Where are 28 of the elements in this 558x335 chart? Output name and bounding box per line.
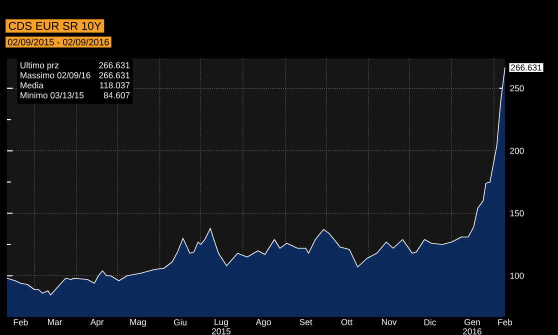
annotation: 266.631 <box>511 64 542 71</box>
annotation: 266.631 <box>99 62 130 68</box>
x-tick-label: Set <box>300 319 312 326</box>
x-tick-label: Giu <box>174 319 186 326</box>
x-tick-label: Lug 2015 <box>212 319 230 334</box>
y-tick-label: 250 <box>510 85 524 92</box>
annotation: Ultimo prz <box>20 62 58 70</box>
annotation: 84.607 <box>104 92 130 98</box>
annotation: Minimo 03/13/15 <box>20 92 84 98</box>
x-tick-label: Dic <box>424 319 436 326</box>
x-tick-label: Feb <box>498 319 512 326</box>
annotation: Media <box>20 82 44 88</box>
annotation: Massimo 02/09/16 <box>20 72 90 78</box>
x-tick-label: Mag <box>130 319 146 327</box>
chart-subtitle: 02/09/2015 - 02/09/2016 <box>8 38 109 46</box>
x-tick-label: Gen 2016 <box>463 319 482 334</box>
y-tick-label: 200 <box>510 148 524 154</box>
annotation: 266.631 <box>99 72 130 78</box>
x-tick-label: Apr <box>90 319 104 327</box>
x-tick-label: Ago <box>256 319 271 327</box>
x-tick-label: Ott <box>341 319 352 326</box>
chart-title: CDS EUR SR 10Y <box>8 22 102 30</box>
annotation: 118.037 <box>100 82 130 88</box>
x-tick-label: Nov <box>382 319 397 326</box>
x-tick-label: Mar <box>48 319 62 326</box>
y-tick-label: 100 <box>510 272 524 279</box>
y-tick-label: 150 <box>510 210 524 216</box>
x-tick-label: Feb <box>14 319 28 326</box>
